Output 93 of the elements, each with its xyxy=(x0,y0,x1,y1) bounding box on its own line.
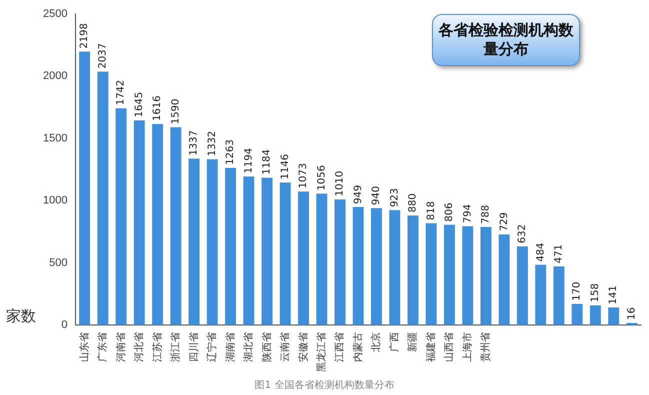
bar xyxy=(352,206,364,325)
x-tick-label: 内蒙古 xyxy=(352,332,364,362)
data-label: 471 xyxy=(554,244,564,264)
data-label: 1073 xyxy=(298,163,310,189)
data-label: 170 xyxy=(572,282,583,301)
x-tick-label: 安徽省 xyxy=(297,332,310,362)
bar xyxy=(188,158,200,325)
bar xyxy=(480,226,492,325)
data-label: 484 xyxy=(535,242,546,262)
bar xyxy=(280,182,291,325)
caption: 图1 全国各省检测机构数量分布 xyxy=(254,378,396,392)
bar xyxy=(608,307,620,325)
x-tick-label: 辽宁省 xyxy=(206,332,218,362)
y-tick-label: 2000 xyxy=(42,70,68,82)
data-label: 806 xyxy=(444,202,456,222)
bar xyxy=(498,234,510,325)
x-tick-label: 广西 xyxy=(388,332,400,352)
x-tick-label: 江苏省 xyxy=(151,332,164,362)
x-tick-label: 山东省 xyxy=(78,332,90,362)
x-tick-label: 贵州省 xyxy=(480,332,492,362)
data-label: 16 xyxy=(626,307,638,320)
bar xyxy=(225,168,236,325)
x-tick-label: 四川省 xyxy=(188,332,200,362)
bar xyxy=(572,304,583,325)
y-tick-label: 1500 xyxy=(42,132,68,144)
bar xyxy=(334,199,346,325)
bar xyxy=(553,266,564,325)
data-label: 2037 xyxy=(97,43,108,69)
x-tick-label: 新疆 xyxy=(406,332,419,352)
y-axis-title: 家数 xyxy=(6,308,36,326)
bar xyxy=(206,159,218,325)
bar xyxy=(298,192,309,325)
bar xyxy=(426,223,437,325)
x-tick-label: 湖北省 xyxy=(242,332,255,362)
data-label: 1194 xyxy=(243,148,254,174)
data-label: 880 xyxy=(408,193,419,213)
data-label: 1184 xyxy=(262,149,273,175)
bar xyxy=(97,72,108,325)
bar xyxy=(444,224,455,325)
x-tick-label: 河南省 xyxy=(114,332,127,362)
bar xyxy=(316,194,328,325)
bar xyxy=(407,216,418,325)
data-label: 1590 xyxy=(170,98,182,124)
x-tick-label: 黑龙江省 xyxy=(316,332,328,372)
y-tick-label: 500 xyxy=(49,256,68,269)
data-label: 1645 xyxy=(134,92,145,118)
data-label: 1146 xyxy=(280,154,291,180)
data-label: 141 xyxy=(608,285,620,304)
bar xyxy=(170,127,182,325)
data-label: 1056 xyxy=(316,165,328,191)
data-label: 818 xyxy=(426,201,437,220)
data-label: 1010 xyxy=(334,170,346,196)
bar xyxy=(535,264,546,325)
data-label: 940 xyxy=(371,186,382,206)
x-tick-label: 云南省 xyxy=(279,332,292,362)
data-label: 1337 xyxy=(188,130,200,156)
bar xyxy=(371,208,382,325)
data-label: 632 xyxy=(517,224,528,244)
data-label: 949 xyxy=(352,184,364,204)
x-tick-label: 北京 xyxy=(370,332,382,352)
x-tick-label: 江西省 xyxy=(334,332,346,362)
x-tick-label: 山西省 xyxy=(443,332,456,362)
x-tick-label: 上海市 xyxy=(461,332,474,362)
data-label: 1742 xyxy=(116,80,127,106)
x-tick-label: 河北省 xyxy=(133,332,146,362)
bar xyxy=(590,305,601,325)
bar xyxy=(243,176,254,325)
data-label: 158 xyxy=(590,283,601,302)
x-tick-label: 浙江省 xyxy=(170,332,182,362)
bar xyxy=(134,120,145,325)
text: 各省检验检测机构数量分布 xyxy=(432,14,580,66)
x-tick-label: 广东省 xyxy=(96,332,109,362)
bar xyxy=(389,210,400,325)
y-tick-label: 0 xyxy=(61,319,68,332)
data-label: 923 xyxy=(389,188,400,208)
y-tick-label: 2500 xyxy=(42,8,68,20)
x-tick-label: 福建省 xyxy=(424,332,437,362)
x-tick-label: 陕西省 xyxy=(260,332,273,362)
data-label: 794 xyxy=(462,204,474,224)
bar xyxy=(116,108,127,325)
x-tick-label: 湖南省 xyxy=(224,332,236,362)
data-label: 788 xyxy=(480,204,492,224)
data-label: 729 xyxy=(498,212,510,232)
y-tick-label: 1000 xyxy=(42,194,68,207)
data-label: 1263 xyxy=(225,139,236,165)
bar xyxy=(262,178,272,325)
bar xyxy=(79,52,90,325)
data-label: 1616 xyxy=(152,96,164,121)
data-label: 2198 xyxy=(79,23,90,49)
data-label: 1332 xyxy=(206,130,218,156)
bar xyxy=(462,226,474,325)
bar xyxy=(516,246,528,325)
bar xyxy=(152,124,164,325)
